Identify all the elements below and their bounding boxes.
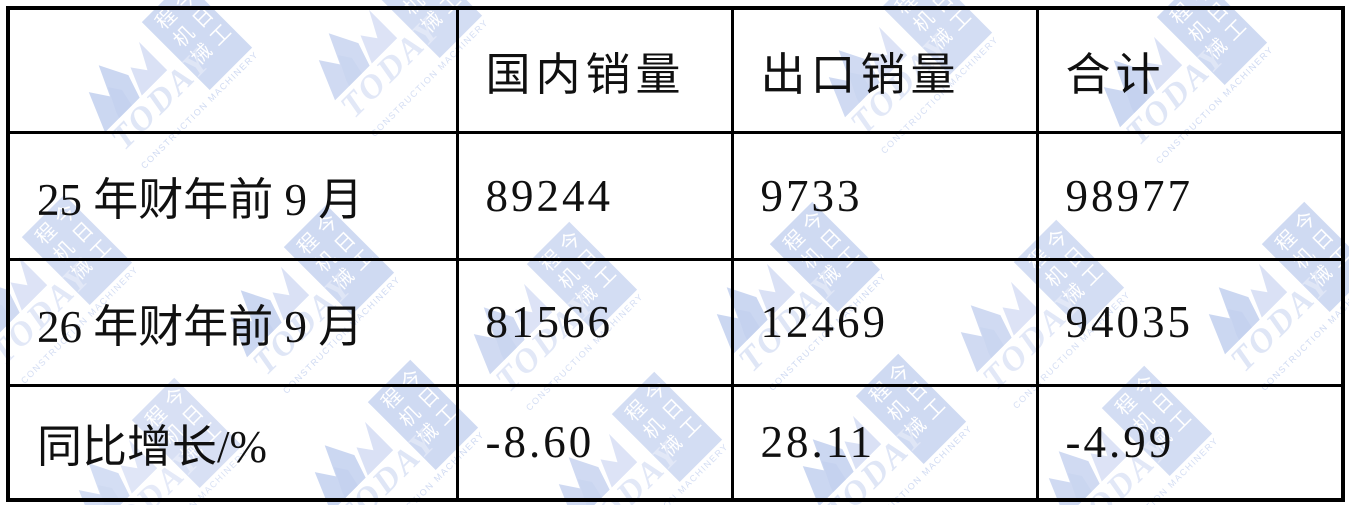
header-total: 合计 — [1035, 6, 1345, 134]
fy25-export-value: 9733 — [730, 130, 1039, 261]
row-label-yoy-growth: 同比增长/% — [6, 383, 459, 502]
table-row-fy25: 25 年财年前 9 月 89244 9733 98977 — [6, 130, 1345, 261]
fy25-total-value: 98977 — [1035, 130, 1345, 261]
yoy-domestic-value: -8.60 — [455, 383, 734, 502]
yoy-total-value: -4.99 — [1035, 383, 1345, 502]
fy26-export-value: 12469 — [730, 257, 1039, 387]
row-label-fy26: 26 年财年前 9 月 — [6, 257, 459, 387]
fy26-domestic-value: 81566 — [455, 257, 734, 387]
header-export-sales: 出口销量 — [730, 6, 1039, 134]
sales-table: 国内销量 出口销量 合计 25 年财年前 9 月 89244 9733 9897… — [6, 6, 1345, 502]
fy26-total-value: 94035 — [1035, 257, 1345, 387]
table-header-row: 国内销量 出口销量 合计 — [6, 6, 1345, 134]
table-row-fy26: 26 年财年前 9 月 81566 12469 94035 — [6, 257, 1345, 387]
row-label-fy25: 25 年财年前 9 月 — [6, 130, 459, 261]
header-domestic-sales: 国内销量 — [455, 6, 734, 134]
table-row-yoy-growth: 同比增长/% -8.60 28.11 -4.99 — [6, 383, 1345, 502]
yoy-export-value: 28.11 — [730, 383, 1039, 502]
fy25-domestic-value: 89244 — [455, 130, 734, 261]
header-blank-cell — [6, 6, 459, 134]
